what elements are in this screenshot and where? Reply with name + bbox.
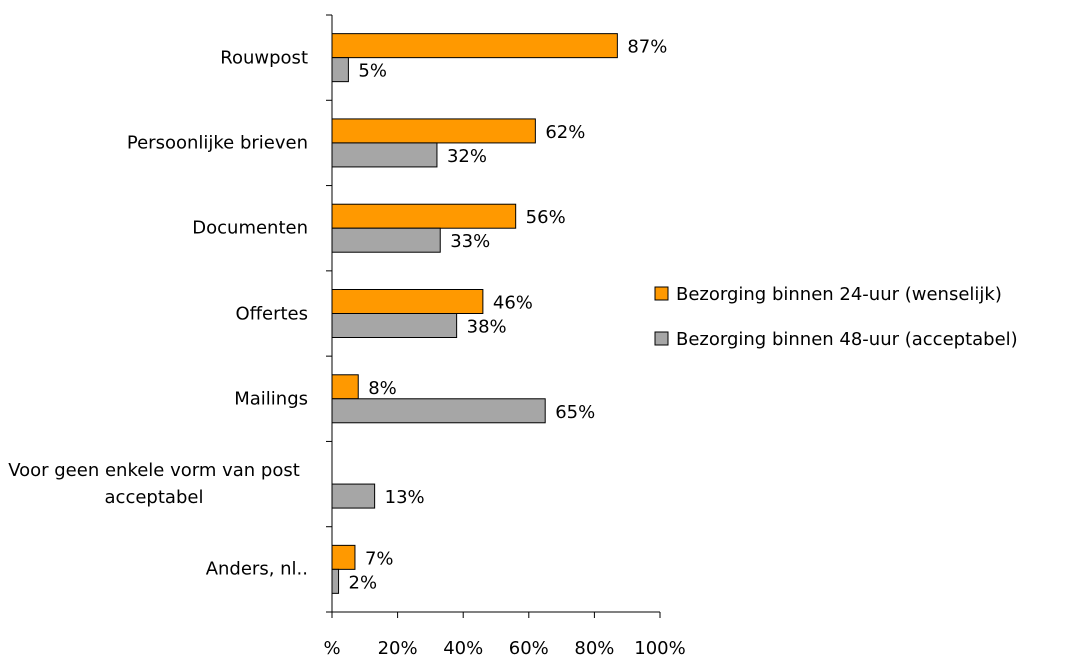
bar <box>331 57 349 83</box>
bar <box>331 142 438 168</box>
y-tick-label: Anders, nl.. <box>0 556 308 583</box>
y-tick-label-text: Anders, nl.. <box>205 558 308 580</box>
x-tick-label: % <box>323 638 340 659</box>
y-tick-label: Rouwpost <box>0 44 308 71</box>
data-label: 56% <box>526 207 566 228</box>
x-tick-label: 60% <box>509 638 549 659</box>
legend-label: Bezorging binnen 48-uur (acceptabel) <box>676 329 1018 350</box>
data-label: 2% <box>349 572 378 593</box>
bar <box>331 289 484 314</box>
legend-swatch <box>654 286 669 301</box>
data-label: 46% <box>493 293 533 314</box>
x-tick-label: 100% <box>634 638 685 659</box>
data-label: 7% <box>365 548 394 569</box>
y-tick-label: Voor geen enkele vorm van post acceptabe… <box>0 457 308 511</box>
data-label: 38% <box>467 317 507 338</box>
y-tick-label: Persoonlijke brieven <box>0 129 308 156</box>
y-tick-label: Offertes <box>0 300 308 327</box>
bar <box>331 544 356 570</box>
legend-label: Bezorging binnen 24-uur (wenselijk) <box>676 284 1002 305</box>
bar <box>331 568 340 594</box>
data-label: 33% <box>450 231 490 252</box>
bar <box>331 313 458 338</box>
data-label: 5% <box>358 61 387 82</box>
data-label: 32% <box>447 146 487 167</box>
bar <box>331 118 536 144</box>
y-tick-label: Mailings <box>0 385 308 412</box>
data-label: 65% <box>555 402 595 423</box>
y-tick-label-text: Persoonlijke brieven <box>126 132 308 154</box>
bar <box>331 374 359 400</box>
y-tick-label-text: Voor geen enkele vorm van post acceptabe… <box>8 460 300 509</box>
x-tick-label: 80% <box>574 638 614 659</box>
y-tick-label-text: Documenten <box>192 217 308 239</box>
y-tick-label-text: Rouwpost <box>220 47 308 69</box>
data-label: 13% <box>385 487 425 508</box>
bar <box>331 227 441 253</box>
bar <box>331 203 517 229</box>
bar <box>331 398 546 424</box>
y-tick-label-text: Offertes <box>235 303 308 324</box>
bar <box>331 33 618 59</box>
x-tick-label: 20% <box>378 638 418 659</box>
bar <box>331 483 376 509</box>
data-label: 8% <box>368 378 397 399</box>
data-label: 87% <box>627 37 667 58</box>
y-tick-label: Documenten <box>0 215 308 242</box>
y-tick-label-text: Mailings <box>234 388 308 410</box>
legend-swatch <box>654 331 669 346</box>
data-label: 62% <box>545 122 585 143</box>
x-tick-label: 40% <box>443 638 483 659</box>
